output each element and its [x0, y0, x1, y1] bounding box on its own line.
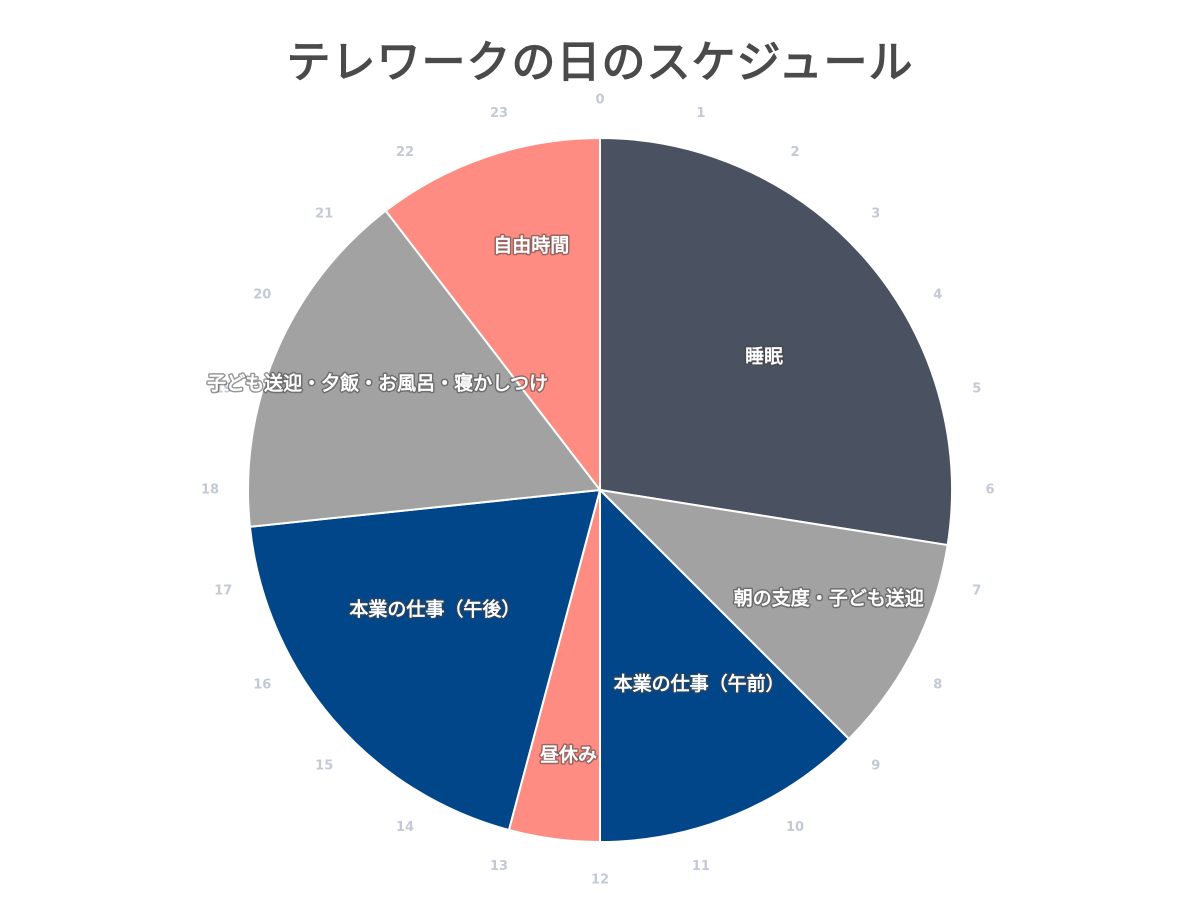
chart-title: テレワークの日のスケジュール	[286, 37, 914, 88]
slice-label: 朝の支度・子ども送迎	[734, 587, 924, 610]
slice-label: 昼休み	[540, 744, 597, 766]
hour-tick-label: 8	[933, 678, 942, 693]
hour-tick-label: 20	[253, 288, 271, 303]
hour-tick-label: 13	[490, 859, 508, 874]
hour-tick-label: 10	[786, 820, 804, 835]
hour-tick-label: 18	[201, 483, 219, 498]
hour-tick-label: 15	[315, 758, 333, 773]
hour-tick-label: 16	[253, 678, 271, 693]
pie-slice	[384, 136, 601, 493]
slice-label: 本業の仕事（午後）	[349, 598, 520, 621]
hour-tick-label: 3	[871, 207, 880, 222]
hour-tick-label: 2	[790, 145, 799, 160]
slice-label: 自由時間	[493, 234, 569, 257]
hour-tick-label: 19	[214, 382, 232, 397]
hour-tick-label: 4	[933, 288, 942, 303]
hour-tick-label: 9	[871, 758, 880, 773]
hour-tick-label: 5	[972, 382, 981, 397]
hour-tick-label: 6	[985, 483, 994, 498]
hour-tick-label: 22	[396, 145, 414, 160]
slice-label: 子ども送迎・夕飯・お風呂・寝かしつけ	[207, 371, 548, 394]
hour-tick-label: 17	[214, 583, 232, 598]
hour-tick-label: 21	[315, 207, 333, 222]
pie-slice	[599, 487, 851, 844]
pie-slice	[597, 488, 949, 741]
hour-tick-label: 0	[595, 93, 604, 108]
pie-slice	[247, 209, 602, 528]
hour-tick-label: 1	[696, 106, 705, 121]
pie-slice	[248, 488, 602, 832]
hour-tick-label: 7	[972, 583, 981, 598]
hour-tick-label: 12	[591, 873, 609, 888]
hour-tick-label: 14	[396, 820, 414, 835]
pie-slice	[599, 136, 953, 547]
slice-label: 本業の仕事（午前）	[614, 672, 785, 695]
slice-label: 睡眠	[745, 346, 783, 368]
hour-tick-label: 11	[692, 859, 710, 874]
hour-tick-label: 23	[490, 106, 508, 121]
slices-layer	[247, 136, 953, 844]
